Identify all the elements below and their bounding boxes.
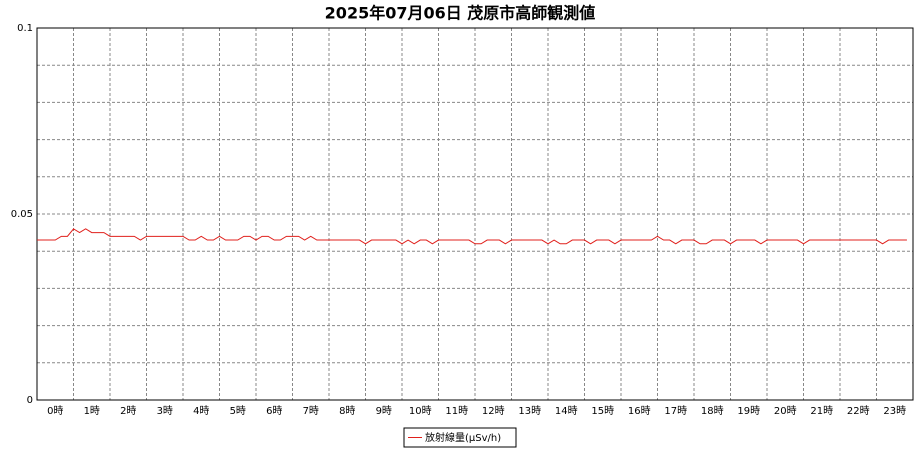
- x-tick-label: 22時: [847, 405, 870, 417]
- x-tick-label: 17時: [664, 405, 687, 417]
- x-tick-label: 15時: [591, 405, 614, 417]
- y-tick-label: 0: [27, 395, 33, 406]
- x-tick-label: 12時: [482, 405, 505, 417]
- x-tick-label: 18時: [701, 405, 724, 417]
- x-tick-label: 23時: [883, 405, 906, 417]
- x-tick-label: 11時: [445, 405, 468, 417]
- x-tick-label: 13時: [518, 405, 541, 417]
- x-tick-label: 8時: [339, 405, 355, 417]
- x-tick-label: 20時: [774, 405, 797, 417]
- x-tick-label: 6時: [266, 405, 282, 417]
- x-tick-label: 3時: [157, 405, 173, 417]
- x-tick-label: 1時: [84, 405, 100, 417]
- y-tick-label: 0.1: [17, 23, 33, 34]
- legend-box: [403, 427, 517, 448]
- x-tick-label: 0時: [47, 405, 63, 417]
- data-line: [37, 228, 907, 245]
- x-tick-label: 16時: [628, 405, 651, 417]
- x-tick-label: 21時: [810, 405, 833, 417]
- x-tick-label: 7時: [303, 405, 319, 417]
- legend-label: 放射線量(μSv/h): [425, 431, 501, 444]
- x-tick-label: 14時: [555, 405, 578, 417]
- x-tick-label: 2時: [120, 405, 136, 417]
- x-tick-label: 10時: [409, 405, 432, 417]
- plot-frame: [36, 27, 914, 401]
- x-tick-label: 9時: [376, 405, 392, 417]
- x-tick-label: 19時: [737, 405, 760, 417]
- y-tick-label: 0.05: [11, 209, 33, 220]
- x-tick-label: 5時: [230, 405, 246, 417]
- x-tick-label: 4時: [193, 405, 209, 417]
- chart-title: 2025年07月06日 茂原市高師観測値: [325, 4, 596, 23]
